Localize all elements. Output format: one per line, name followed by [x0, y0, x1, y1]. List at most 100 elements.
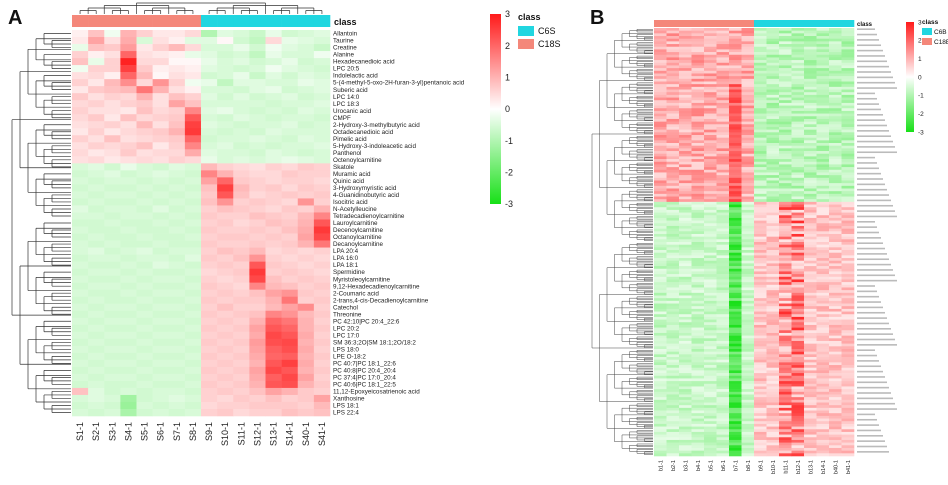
panel-b-heatmap-cell — [791, 397, 805, 401]
panel-a-heatmap-cell — [120, 310, 137, 319]
panel-b-heatmap-cell — [829, 212, 842, 216]
panel-b-heatmap-cell — [766, 260, 780, 264]
panel-b-heatmap-cell — [691, 383, 705, 387]
panel-b-heatmap-cell — [679, 102, 692, 106]
panel-b-heatmap-cell — [841, 381, 855, 385]
panel-a-heatmap-cell — [120, 289, 137, 297]
panel-b-heatmap-cell — [829, 244, 842, 248]
panel-b-heatmap-cell — [841, 263, 855, 267]
panel-b-heatmap-cell — [791, 110, 805, 114]
panel-b-heatmap-cell — [829, 365, 842, 369]
panel-b-heatmap-cell — [654, 212, 667, 216]
panel-a-row-label: LPC 14:0 — [333, 94, 360, 101]
panel-a-heatmap-cell — [184, 114, 202, 122]
panel-a-heatmap-cell — [201, 275, 218, 283]
panel-a-heatmap-cell — [136, 184, 153, 192]
panel-b-heatmap-cell — [766, 215, 780, 219]
panel-b-heatmap-cell — [741, 188, 755, 192]
panel-b-heatmap-cell — [791, 359, 805, 363]
panel-b-heatmap-cell — [654, 204, 667, 208]
panel-b-heatmap-cell — [791, 316, 805, 320]
panel-a-heatmap-cell — [233, 156, 250, 164]
panel-b-heatmap-cell — [791, 121, 805, 125]
panel-b-heatmap-cell — [666, 268, 680, 272]
panel-b-heatmap-cell — [841, 110, 855, 114]
panel-b-heatmap-cell — [791, 86, 805, 90]
panel-b-heatmap-cell — [791, 97, 805, 101]
panel-b-heatmap-cell — [691, 110, 705, 114]
panel-b-heatmap-cell — [716, 426, 730, 430]
panel-b-heatmap-cell — [679, 118, 692, 122]
panel-a-heatmap-cell — [120, 198, 137, 206]
panel-a-heatmap-cell — [152, 226, 170, 234]
panel-b-heatmap-cell — [816, 225, 830, 229]
panel-b-heatmap-cell — [741, 212, 755, 216]
panel-b-heatmap-cell — [729, 279, 742, 283]
panel-b-heatmap-cell — [704, 140, 717, 144]
panel-a-heatmap-cell — [281, 387, 299, 396]
panel-a-heatmap-cell — [201, 380, 218, 389]
panel-b-heatmap-cell — [804, 44, 817, 48]
panel-a-heatmap-cell — [201, 212, 218, 220]
panel-b-heatmap-cell — [716, 30, 730, 34]
panel-b-heatmap-cell — [704, 370, 717, 374]
panel-b-heatmap-cell — [704, 65, 717, 69]
panel-b-heatmap-cell — [741, 282, 755, 286]
panel-b-heatmap-cell — [766, 188, 780, 192]
panel-a-heatmap-cell — [168, 86, 186, 94]
panel-a-heatmap-cell — [184, 338, 202, 347]
panel-b-heatmap-cell — [679, 397, 692, 401]
panel-a-heatmap-cell — [168, 135, 186, 143]
panel-a-heatmap-cell — [249, 212, 266, 220]
panel-b-heatmap-cell — [754, 54, 767, 58]
panel-b-heatmap-cell — [766, 295, 780, 299]
panel-b-heatmap-cell — [754, 116, 767, 120]
panel-b-heatmap-cell — [804, 242, 817, 245]
panel-a-heatmap-cell — [281, 44, 299, 52]
panel-b-heatmap-cell — [679, 225, 692, 229]
panel-b-heatmap-cell — [666, 204, 680, 208]
panel-b-heatmap-cell — [729, 407, 742, 411]
panel-b-heatmap-cell — [766, 357, 780, 360]
panel-b-heatmap-cell — [729, 340, 742, 344]
panel-b-heatmap-cell — [816, 290, 830, 294]
panel-a-heatmap-cell — [297, 268, 315, 276]
panel-b-heatmap-cell — [654, 60, 667, 64]
panel-a-heatmap-cell — [249, 128, 266, 136]
panel-b-heatmap-cell — [791, 65, 805, 69]
panel-b-heatmap-cell — [704, 54, 717, 58]
panel-b-heatmap-cell — [704, 423, 717, 427]
panel-b-heatmap-cell — [654, 290, 667, 294]
panel-b-heatmap-cell — [841, 105, 855, 109]
panel-a-heatmap-cell — [281, 30, 299, 38]
panel-b-heatmap-cell — [841, 346, 855, 350]
panel-b-heatmap-cell — [791, 263, 805, 267]
panel-a-heatmap-cell — [104, 289, 121, 297]
panel-b-heatmap-cell — [829, 332, 842, 336]
panel-a-heatmap-cell — [184, 401, 202, 410]
panel-b-heatmap-cell — [666, 175, 680, 179]
panel-a-heatmap-cell — [217, 345, 234, 354]
panel-b-heatmap-cell — [704, 266, 717, 270]
panel-b-heatmap-cell — [766, 322, 780, 326]
panel-b-row-label-stub — [857, 151, 897, 154]
panel-b-heatmap-cell — [716, 308, 730, 312]
panel-b-row-label-stub — [857, 370, 883, 373]
panel-b-heatmap-cell — [716, 54, 730, 58]
panel-a-heatmap-cell — [104, 373, 121, 382]
panel-b-heatmap-cell — [766, 423, 780, 427]
panel-b-heatmap-cell — [816, 319, 830, 323]
panel-b-heatmap-cell — [754, 113, 767, 117]
panel-a-heatmap-cell — [72, 107, 89, 115]
panel-b-heatmap-cell — [841, 327, 855, 331]
panel-a-heatmap-cell — [72, 128, 89, 136]
panel-b-heatmap-cell — [804, 327, 817, 331]
panel-b-heatmap-cell — [679, 38, 692, 42]
panel-b-heatmap-cell — [679, 252, 692, 256]
panel-b-heatmap-cell — [791, 100, 805, 104]
panel-b-heatmap-cell — [691, 308, 705, 312]
panel-b-heatmap-cell — [691, 97, 705, 101]
panel-a-heatmap-cell — [217, 401, 234, 410]
panel-a-heatmap-cell — [265, 289, 282, 297]
panel-a-class-bar-cell — [120, 15, 137, 27]
